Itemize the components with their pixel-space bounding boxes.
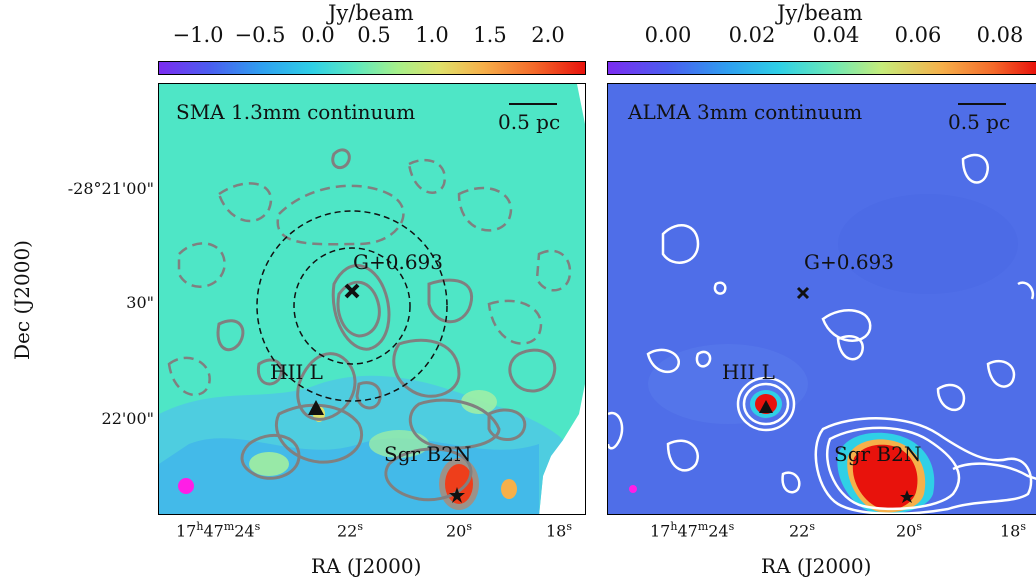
right-colorbar xyxy=(607,61,1036,75)
y-tick-label: 22'00" xyxy=(101,409,154,428)
sma-source-label: G+0.693 xyxy=(353,250,443,274)
inner-dashed-circle xyxy=(293,247,411,365)
right-colorbar-tick: 0.08 xyxy=(976,23,1024,47)
alma-scalebar-label: 0.5 pc xyxy=(948,110,1011,134)
right-x-axis-label: RA (J2000) xyxy=(761,554,872,578)
left-x-axis-label: RA (J2000) xyxy=(311,554,422,578)
y-tick-label: 30" xyxy=(126,293,154,312)
triangle-marker-icon xyxy=(308,400,324,415)
x-tick-label: 20s xyxy=(446,520,473,541)
x-tick-label: 18s xyxy=(1000,520,1027,541)
x-tick-label: 18s xyxy=(546,520,573,541)
sma-panel-title: SMA 1.3mm continuum xyxy=(176,100,416,124)
left-colorbar-title: Jy/beam xyxy=(328,1,414,25)
x-tick-label: 20s xyxy=(896,520,923,541)
left-colorbar-tick: 0.0 xyxy=(301,23,335,47)
sma-scalebar-label: 0.5 pc xyxy=(498,110,561,134)
left-colorbar-tick: 1.5 xyxy=(473,23,507,47)
alma-map-image xyxy=(608,84,1036,514)
alma-panel-title: ALMA 3mm continuum xyxy=(628,100,863,124)
right-colorbar-tick: 0.06 xyxy=(894,23,942,47)
alma-map-panel xyxy=(607,83,1036,515)
star-marker-icon xyxy=(449,487,465,503)
alma-source-label: G+0.693 xyxy=(804,250,894,274)
left-colorbar-tick: −1.0 xyxy=(172,23,224,47)
y-axis-label: Dec (J2000) xyxy=(10,240,34,360)
beam-ellipse-icon xyxy=(629,485,637,493)
right-colorbar-tick: 0.02 xyxy=(728,23,776,47)
sma-hii-label: HII L xyxy=(270,360,323,384)
alma-hii-label: HII L xyxy=(722,360,775,384)
x-tick-label: 22s xyxy=(337,520,364,541)
cross-marker-icon xyxy=(796,286,810,300)
x-tick-label: 17h47m24s xyxy=(650,520,735,541)
beam-ellipse-icon xyxy=(178,478,194,494)
outer-dashed-circle xyxy=(256,210,448,402)
right-colorbar-title: Jy/beam xyxy=(777,1,863,25)
x-tick-label: 22s xyxy=(789,520,816,541)
right-colorbar-tick: 0.00 xyxy=(644,23,692,47)
sma-map-panel xyxy=(158,83,586,515)
left-colorbar-tick: −0.5 xyxy=(234,23,286,47)
left-colorbar-tick: 0.5 xyxy=(357,23,391,47)
x-tick-label: 17h47m24s xyxy=(176,520,261,541)
star-marker-icon xyxy=(900,490,914,503)
sma-map-image xyxy=(159,84,585,514)
triangle-marker-icon xyxy=(759,400,773,413)
sma-sgr-label: Sgr B2N xyxy=(384,442,472,466)
right-colorbar-tick: 0.04 xyxy=(812,23,860,47)
y-tick-label: -28°21'00" xyxy=(67,179,154,198)
alma-sgr-label: Sgr B2N xyxy=(834,442,922,466)
left-colorbar-tick: 2.0 xyxy=(531,23,565,47)
left-colorbar xyxy=(158,61,586,75)
left-colorbar-tick: 1.0 xyxy=(415,23,449,47)
cross-marker-icon xyxy=(344,283,360,299)
